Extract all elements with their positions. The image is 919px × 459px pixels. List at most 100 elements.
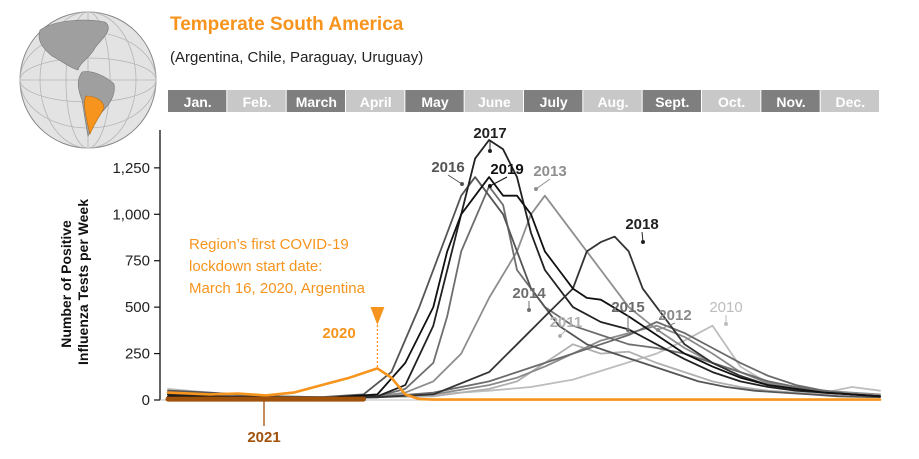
month-label: May	[421, 94, 448, 110]
region-highlight-shape	[84, 95, 105, 135]
year-label-2010: 2010	[709, 299, 743, 326]
month-cell	[405, 90, 464, 112]
year-label-2011: 2011	[550, 314, 583, 338]
year-label-2013: 2013	[533, 163, 567, 191]
month-3: April	[346, 90, 405, 112]
leader-line	[535, 178, 551, 190]
y-tick-label: 500	[125, 299, 150, 316]
month-label: June	[478, 94, 511, 110]
y-tick-label: 0	[142, 392, 150, 409]
leader-dot	[626, 328, 630, 332]
month-cell	[524, 90, 583, 112]
month-cell	[761, 90, 820, 112]
month-5: June	[464, 90, 523, 112]
year-label-text: 2021	[247, 429, 280, 446]
month-10: Nov.	[761, 90, 820, 112]
month-cell	[227, 90, 286, 112]
month-label: Aug.	[597, 94, 628, 110]
chart-title: Temperate South America	[170, 14, 404, 35]
month-label: Oct.	[718, 94, 745, 110]
leader-dot	[527, 308, 531, 312]
leader-dot	[534, 187, 538, 191]
y-tick-label: 1,000	[112, 206, 150, 223]
year-label-text: 2020	[322, 325, 355, 342]
year-label-text: 2017	[473, 125, 506, 142]
year-label-2018: 2018	[625, 216, 659, 244]
year-label-text: 2010	[709, 299, 742, 316]
year-label-text: 2014	[512, 285, 546, 302]
year-label-text: 2011	[550, 314, 583, 331]
month-label: Nov.	[776, 94, 805, 110]
year-label-2012: 2012	[656, 307, 692, 332]
y-tick-label: 750	[125, 253, 150, 270]
year-label-2021: 2021	[247, 429, 280, 446]
month-bar: Jan. Feb. March April May June July Aug. Sept. Oc…	[168, 90, 879, 112]
year-label-2016: 2016	[431, 159, 465, 186]
month-label: March	[296, 94, 337, 110]
leader-dot	[460, 182, 464, 186]
series-line-2016	[167, 176, 881, 399]
year-label-2017: 2017	[473, 125, 507, 153]
month-cell	[820, 90, 879, 112]
series-line-2011	[167, 343, 881, 400]
leader-line	[657, 322, 676, 331]
month-label: July	[540, 94, 568, 110]
leader-dot	[488, 184, 492, 188]
y-axis-label-line2: Influenza Tests per Week	[75, 199, 91, 365]
series-layer	[165, 139, 882, 402]
series-line-2017	[167, 139, 881, 400]
month-label: Dec.	[836, 94, 866, 110]
globe-map-icon	[19, 11, 157, 149]
month-cell	[583, 90, 642, 112]
leader-dot	[641, 240, 645, 244]
year-label-2020: 2020	[322, 325, 355, 342]
y-tick-label: 250	[125, 346, 150, 363]
year-label-text: 2016	[431, 159, 464, 176]
month-2: March	[286, 90, 345, 112]
year-label-text: 2019	[490, 161, 523, 178]
leader-line	[489, 176, 508, 187]
annotation-line-3: March 16, 2020, Argentina	[189, 280, 366, 297]
month-11: Dec.	[820, 90, 879, 112]
year-label-2015: 2015	[611, 299, 645, 332]
month-cell	[346, 90, 405, 112]
month-cell	[464, 90, 523, 112]
month-label: April	[360, 94, 392, 110]
month-6: July	[524, 90, 583, 112]
annotation-arrow	[370, 307, 385, 325]
year-label-text: 2018	[625, 216, 658, 233]
month-label: Sept.	[655, 94, 689, 110]
month-cell	[168, 90, 227, 112]
leader-dot	[558, 334, 562, 338]
annotation-layer: Region’s first COVID-19 lockdown start da…	[189, 236, 385, 369]
month-cell	[702, 90, 761, 112]
year-label-text: 2012	[658, 307, 691, 324]
chart-subtitle: (Argentina, Chile, Paraguay, Uruguay)	[170, 49, 424, 66]
north-america-shape	[38, 19, 109, 71]
series-line-2020	[166, 367, 882, 401]
annotation-line-1: Region’s first COVID-19	[189, 236, 349, 253]
month-0: Jan.	[168, 90, 227, 112]
leader-dot	[656, 328, 660, 332]
month-label: Feb.	[243, 94, 272, 110]
month-cell	[642, 90, 701, 112]
month-label: Jan.	[184, 94, 212, 110]
leader-line	[447, 174, 463, 185]
y-axis-label-line1: Number of Positive	[58, 220, 74, 348]
year-label-text: 2013	[533, 163, 566, 180]
leader-dot	[724, 322, 728, 326]
y-tick-label: 1,250	[112, 160, 150, 177]
month-cell	[286, 90, 345, 112]
month-7: Aug.	[583, 90, 642, 112]
month-8: Sept.	[642, 90, 701, 112]
y-axis-label: Number of Positive Influenza Tests per W…	[58, 199, 91, 365]
year-label-2014: 2014	[512, 285, 546, 312]
month-4: May	[405, 90, 464, 112]
month-9: Oct.	[702, 90, 761, 112]
series-line-2015	[167, 321, 881, 400]
month-1: Feb.	[227, 90, 286, 112]
year-label-2019: 2019	[488, 161, 524, 188]
annotation-line-2: lockdown start date:	[189, 258, 322, 275]
